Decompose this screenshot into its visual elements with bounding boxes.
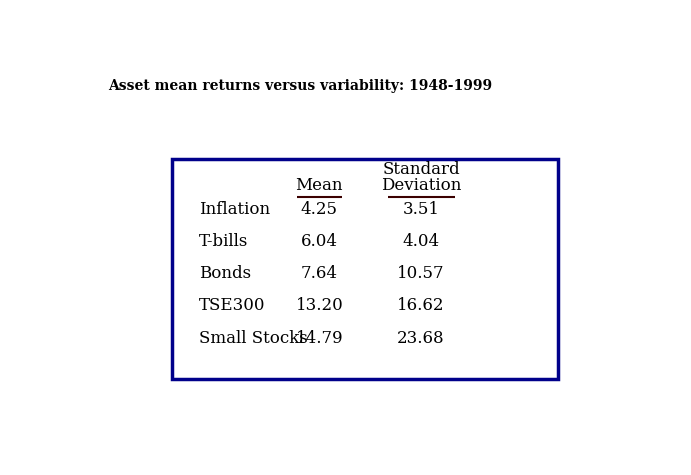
Text: 23.68: 23.68 bbox=[397, 330, 445, 347]
Text: 6.04: 6.04 bbox=[301, 233, 338, 250]
Text: Inflation: Inflation bbox=[199, 201, 270, 218]
FancyBboxPatch shape bbox=[172, 160, 558, 379]
Text: Small Stocks: Small Stocks bbox=[199, 330, 307, 347]
Text: 13.20: 13.20 bbox=[296, 297, 343, 314]
Text: 4.04: 4.04 bbox=[403, 233, 439, 250]
Text: Mean: Mean bbox=[296, 177, 343, 194]
Text: T-bills: T-bills bbox=[199, 233, 248, 250]
Text: Asset mean returns versus variability: 1948-1999: Asset mean returns versus variability: 1… bbox=[108, 79, 492, 93]
Text: 7.64: 7.64 bbox=[301, 266, 338, 282]
Text: Standard: Standard bbox=[382, 161, 460, 178]
Text: Deviation: Deviation bbox=[381, 177, 462, 194]
Text: TSE300: TSE300 bbox=[199, 297, 265, 314]
Text: 10.57: 10.57 bbox=[397, 266, 445, 282]
Text: 4.25: 4.25 bbox=[301, 201, 338, 218]
Text: 14.79: 14.79 bbox=[296, 330, 343, 347]
Text: Bonds: Bonds bbox=[199, 266, 251, 282]
Text: 16.62: 16.62 bbox=[397, 297, 445, 314]
Text: 3.51: 3.51 bbox=[403, 201, 439, 218]
